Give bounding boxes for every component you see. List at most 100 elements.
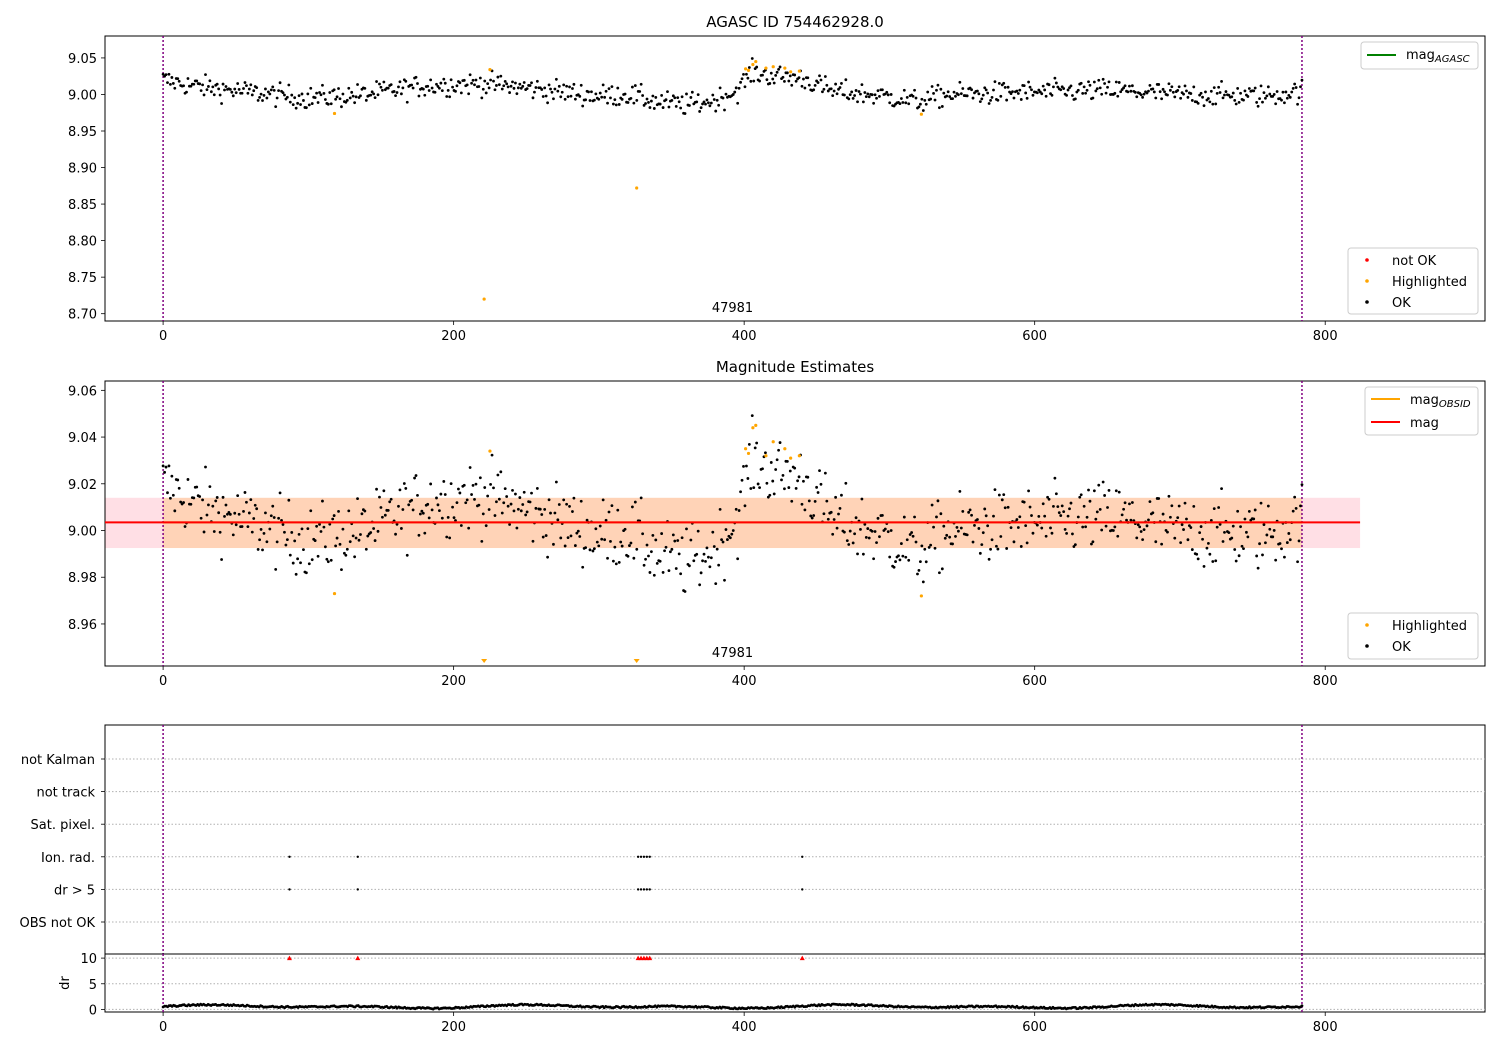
ok-point	[948, 535, 952, 539]
ok-point	[679, 106, 683, 110]
ok-point	[897, 554, 900, 558]
ok-point	[772, 492, 776, 496]
ok-point	[227, 511, 231, 514]
ok-point	[671, 94, 675, 98]
ok-point	[470, 81, 473, 85]
ok-point	[609, 96, 612, 100]
ok-point	[416, 82, 419, 85]
ok-point	[559, 95, 563, 99]
ok-point	[1202, 564, 1206, 568]
ok-point	[433, 90, 437, 94]
ok-point	[707, 555, 710, 559]
ok-point	[698, 583, 702, 587]
ok-point	[540, 513, 544, 516]
ok-point	[1087, 488, 1090, 492]
ok-point	[351, 534, 355, 538]
highlighted-point	[919, 594, 923, 598]
ok-point	[516, 86, 520, 90]
ok-point	[936, 499, 940, 503]
ok-point	[250, 530, 254, 534]
highlighted-point	[751, 62, 755, 67]
ok-point	[1098, 507, 1102, 511]
ok-point	[825, 83, 829, 87]
ok-point	[743, 85, 747, 89]
ok-point	[981, 531, 985, 535]
ok-point	[300, 92, 304, 96]
ok-point	[1065, 93, 1068, 97]
ok-point	[785, 71, 789, 75]
ok-point	[274, 567, 278, 571]
ok-point	[499, 74, 503, 78]
ok-point	[223, 514, 226, 518]
ok-point	[907, 102, 911, 106]
ok-point	[847, 97, 851, 101]
ok-point	[1171, 90, 1175, 94]
ok-point	[671, 533, 675, 537]
ok-point	[983, 86, 987, 90]
highlighted-point	[754, 59, 758, 64]
ok-point	[321, 499, 324, 503]
ok-point	[677, 100, 681, 104]
ok-point	[821, 90, 824, 94]
ok-point	[1084, 91, 1087, 95]
ok-point	[878, 535, 881, 539]
ok-point	[1239, 525, 1242, 529]
ok-point	[1189, 92, 1193, 95]
ok-point	[977, 92, 981, 96]
ok-point	[521, 503, 525, 506]
ok-point	[867, 536, 871, 540]
ok-point	[455, 501, 459, 505]
ok-point	[438, 509, 441, 513]
ok-point	[723, 108, 726, 112]
ok-point	[201, 498, 204, 502]
ok-point	[530, 491, 533, 495]
ok-point	[486, 82, 490, 86]
ok-point	[997, 493, 1001, 497]
ok-point	[695, 552, 699, 556]
ok-point	[661, 106, 665, 109]
ok-point	[559, 536, 563, 540]
ok-point	[598, 91, 602, 95]
ok-point	[468, 73, 472, 77]
ok-point	[340, 568, 343, 572]
ok-point	[1167, 494, 1171, 498]
ok-point	[641, 94, 645, 97]
ok-point	[326, 560, 330, 564]
ok-point	[806, 76, 810, 80]
highlighted-point	[764, 454, 768, 458]
ok-point	[492, 79, 495, 83]
ok-point	[1272, 93, 1276, 96]
ok-point	[1234, 559, 1238, 563]
ok-point	[1237, 100, 1241, 104]
ok-point	[221, 82, 225, 86]
ok-point	[870, 529, 874, 533]
ok-point	[1167, 82, 1171, 86]
ok-point	[588, 548, 592, 552]
ok-point	[876, 516, 880, 520]
ok-point	[739, 490, 742, 494]
ok-point	[1293, 495, 1297, 499]
ok-point	[1183, 84, 1187, 88]
ok-point	[670, 98, 674, 102]
ok-point	[957, 93, 960, 97]
ok-point	[250, 93, 254, 97]
ok-point	[790, 83, 794, 87]
ok-point	[1245, 530, 1248, 534]
ok-point	[1233, 99, 1237, 102]
ok-point	[840, 493, 843, 497]
ok-point	[1027, 489, 1030, 493]
ok-point	[1252, 517, 1256, 521]
ok-point	[1103, 494, 1107, 497]
ok-point	[323, 98, 327, 101]
ok-point	[689, 538, 693, 542]
ok-point	[514, 492, 517, 496]
ok-point	[1052, 85, 1055, 89]
ok-point	[1057, 511, 1061, 515]
ok-point	[359, 94, 362, 98]
ok-point	[566, 536, 570, 540]
ok-point	[1088, 499, 1092, 503]
ok-point	[245, 84, 248, 88]
ok-point	[1073, 97, 1077, 101]
ok-point	[1207, 541, 1210, 545]
ok-point	[635, 98, 639, 102]
